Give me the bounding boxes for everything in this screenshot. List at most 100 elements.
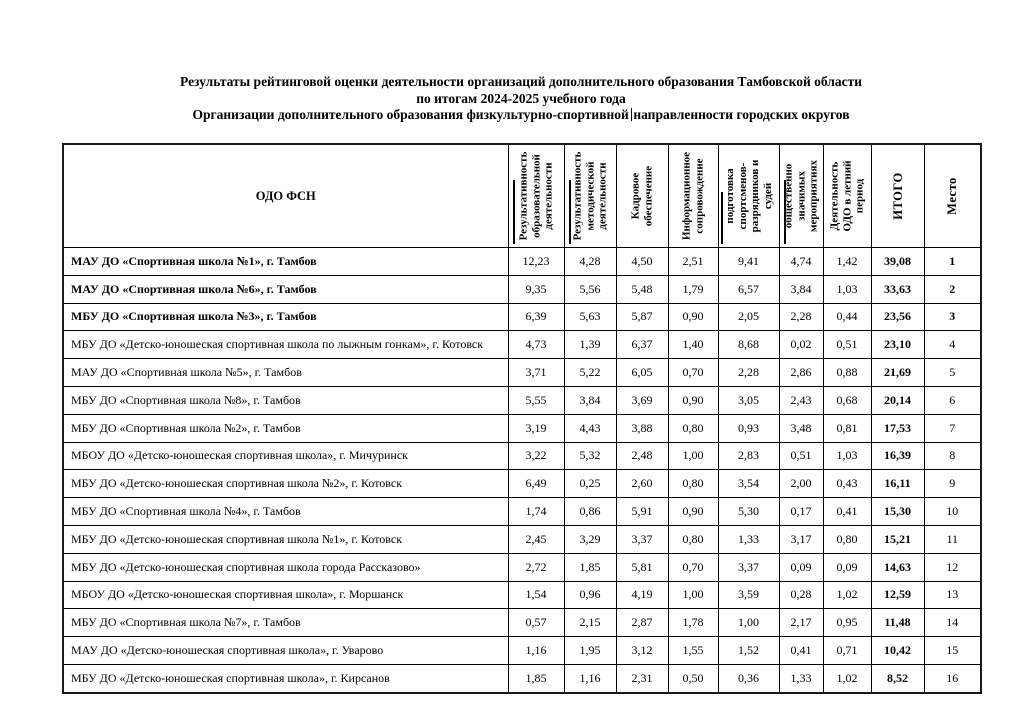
table-row: МАУ ДО «Спортивная школа №5», г. Тамбов 3…	[62, 358, 982, 387]
score-value-5: 5,30	[717, 497, 780, 526]
column-header-1: Результативность образовательной деятель…	[507, 143, 565, 248]
score-value-7: 1,02	[822, 580, 872, 610]
total-score: 12,59	[870, 580, 925, 610]
document-title: Результаты рейтинговой оценки деятельнос…	[62, 74, 980, 124]
table-row: МБУ ДО «Спортивная школа №4», г. Тамбов 1…	[62, 497, 982, 526]
score-value-1: 5,55	[507, 385, 565, 415]
score-value-6: 0,17	[778, 497, 824, 526]
column-header-7: Деятельность ОДО в летний период	[822, 143, 872, 248]
score-value-2: 5,32	[563, 441, 617, 471]
place-rank: 1	[923, 247, 982, 276]
score-value-6: 2,86	[778, 358, 824, 387]
place-rank: 9	[923, 469, 982, 499]
score-value-1: 3,19	[507, 413, 565, 443]
total-score: 20,14	[870, 385, 925, 415]
score-value-1: 1,85	[507, 663, 565, 694]
title-line-3-before: Организации дополнительного образования …	[192, 107, 629, 122]
score-value-1: 2,45	[507, 524, 565, 554]
column-header-label: Деятельность ОДО в летний период	[828, 160, 866, 232]
total-score: 17,53	[870, 413, 925, 443]
score-value-1: 1,16	[507, 636, 565, 665]
column-header-odo-fsn: ОДО ФСН	[62, 143, 509, 248]
table-row: МБОУ ДО «Детско-юношеская спортивная шко…	[62, 441, 982, 471]
score-value-6: 4,74	[778, 247, 824, 276]
score-value-6: 0,09	[778, 552, 824, 582]
score-value-2: 1,85	[563, 552, 617, 582]
score-value-5: 3,59	[717, 580, 780, 610]
score-value-4: 0,80	[667, 524, 719, 554]
score-value-4: 0,70	[667, 358, 719, 387]
table-row: МБУ ДО «Детско-юношеская спортивная школ…	[62, 524, 982, 554]
score-value-2: 5,22	[563, 358, 617, 387]
score-value-3: 5,81	[615, 552, 669, 582]
place-rank: 3	[923, 302, 982, 332]
total-score: 11,48	[870, 608, 925, 638]
column-header-label: Кадровое обеспечение	[629, 165, 655, 227]
score-value-3: 4,19	[615, 580, 669, 610]
score-value-1: 6,39	[507, 302, 565, 332]
score-value-4: 1,40	[667, 330, 719, 360]
score-value-6: 0,28	[778, 580, 824, 610]
score-value-3: 5,87	[615, 302, 669, 332]
place-rank: 8	[923, 441, 982, 471]
clipped-line-artifact	[783, 180, 786, 244]
column-header-label: Результативность методической деятельнос…	[571, 151, 609, 241]
total-score: 23,10	[870, 330, 925, 360]
score-value-4: 1,00	[667, 580, 719, 610]
score-value-6: 0,41	[778, 636, 824, 665]
table-row: МБОУ ДО «Детско-юношеская спортивная шко…	[62, 580, 982, 610]
organization-name: МАУ ДО «Спортивная школа №5», г. Тамбов	[62, 358, 509, 387]
table-row: МАУ ДО «Спортивная школа №6», г. Тамбов 9…	[62, 274, 982, 304]
score-value-6: 1,33	[778, 663, 824, 694]
total-score: 21,69	[870, 358, 925, 387]
place-rank: 11	[923, 524, 982, 554]
organization-name: МБУ ДО «Спортивная школа №8», г. Тамбов	[62, 385, 509, 415]
column-header-3: Кадровое обеспечение	[615, 143, 669, 248]
place-rank: 15	[923, 636, 982, 665]
score-value-1: 1,54	[507, 580, 565, 610]
score-value-2: 4,43	[563, 413, 617, 443]
score-value-5: 9,41	[717, 247, 780, 276]
rating-table: ОДО ФСН Результативность образовательной…	[62, 143, 982, 694]
header-row: ОДО ФСН Результативность образовательной…	[62, 143, 982, 248]
place-rank: 13	[923, 580, 982, 610]
score-value-3: 5,48	[615, 274, 669, 304]
score-value-1: 1,74	[507, 497, 565, 526]
total-score: 15,30	[870, 497, 925, 526]
table-row: МБУ ДО «Спортивная школа №2», г. Тамбов 3…	[62, 413, 982, 443]
table-row: МБУ ДО «Детско-юношеская спортивная школ…	[62, 552, 982, 582]
organization-name: МБУ ДО «Спортивная школа №2», г. Тамбов	[62, 413, 509, 443]
organization-name: МБУ ДО «Спортивная школа №7», г. Тамбов	[62, 608, 509, 638]
table-row: МБУ ДО «Детско-юношеская спортивная школ…	[62, 330, 982, 360]
score-value-1: 9,35	[507, 274, 565, 304]
column-header-9: Место	[923, 143, 982, 248]
text-caret	[630, 108, 633, 121]
place-rank: 4	[923, 330, 982, 360]
organization-name: МАУ ДО «Спортивная школа №1», г. Тамбов	[62, 247, 509, 276]
score-value-7: 1,02	[822, 663, 872, 694]
table-row: МБУ ДО «Спортивная школа №8», г. Тамбов 5…	[62, 385, 982, 415]
place-rank: 6	[923, 385, 982, 415]
score-value-4: 0,90	[667, 497, 719, 526]
score-value-7: 0,88	[822, 358, 872, 387]
score-value-7: 0,95	[822, 608, 872, 638]
total-score: 16,11	[870, 469, 925, 499]
score-value-5: 2,83	[717, 441, 780, 471]
score-value-5: 0,93	[717, 413, 780, 443]
column-header-2: Результативность методической деятельнос…	[563, 143, 617, 248]
score-value-7: 1,03	[822, 441, 872, 471]
score-value-7: 0,68	[822, 385, 872, 415]
score-value-5: 2,05	[717, 302, 780, 332]
table-row: МАУ ДО «Детско-юношеская спортивная школ…	[62, 636, 982, 665]
score-value-7: 1,03	[822, 274, 872, 304]
score-value-5: 8,68	[717, 330, 780, 360]
organization-name: МБУ ДО «Детско-юношеская спортивная школ…	[62, 663, 509, 694]
score-value-7: 0,80	[822, 524, 872, 554]
organization-name: МАУ ДО «Спортивная школа №6», г. Тамбов	[62, 274, 509, 304]
score-value-3: 3,69	[615, 385, 669, 415]
score-value-2: 2,15	[563, 608, 617, 638]
score-value-3: 2,48	[615, 441, 669, 471]
score-value-1: 0,57	[507, 608, 565, 638]
score-value-5: 3,37	[717, 552, 780, 582]
